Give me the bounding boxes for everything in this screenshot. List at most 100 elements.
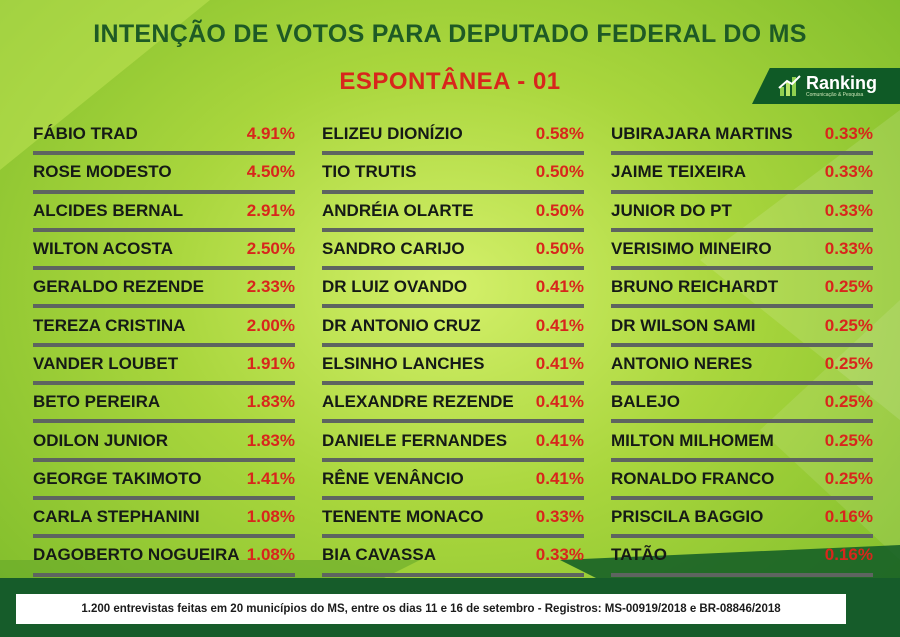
candidate-percentage: 0.33% [824,239,873,259]
candidate-name: MILTON MILHOMEM [611,430,774,450]
candidate-row: TATÃO 0.16% [611,538,873,577]
logo-tagline: Comunicação & Pesquisa [806,92,864,98]
candidate-percentage: 4.91% [246,124,295,144]
candidate-name: GEORGE TAKIMOTO [33,468,202,488]
candidate-name: VERISIMO MINEIRO [611,239,772,259]
candidate-row: ODILON JUNIOR 1.83% [33,423,295,462]
candidate-column-1: FÁBIO TRAD 4.91% ROSE MODESTO 4.50% ALCIDES … [33,117,295,577]
candidate-percentage: 1.91% [246,353,295,373]
candidate-name: TEREZA CRISTINA [33,315,186,335]
candidate-row: JAIME TEIXEIRA 0.33% [611,155,873,194]
candidate-name: PRISCILA BAGGIO [611,507,764,527]
candidate-percentage: 0.50% [535,239,584,259]
candidate-percentage: 2.33% [246,277,295,297]
candidate-name: UBIRAJARA MARTINS [611,124,793,144]
candidate-row: SANDRO CARIJO 0.50% [322,232,584,271]
candidate-percentage: 2.91% [246,200,295,220]
ranking-logo: Ranking Comunicação & Pesquisa [752,68,900,104]
candidate-percentage: 0.33% [824,162,873,182]
candidate-percentage: 0.41% [535,430,584,450]
candidate-name: RÊNE VENÂNCIO [322,468,464,488]
candidate-name: CARLA STEPHANINI [33,507,200,527]
bar-chart-icon [778,75,801,96]
candidate-name: VANDER LOUBET [33,353,179,373]
candidate-row: ANTONIO NERES 0.25% [611,347,873,386]
candidate-name: ANTONIO NERES [611,353,753,373]
candidate-percentage: 0.25% [824,353,873,373]
candidate-row: VERISIMO MINEIRO 0.33% [611,232,873,271]
candidate-name: WILTON ACOSTA [33,239,174,259]
candidate-row: BALEJO 0.25% [611,385,873,424]
candidate-percentage: 0.33% [824,200,873,220]
candidate-percentage: 0.25% [824,315,873,335]
candidate-percentage: 0.25% [824,430,873,450]
candidate-percentage: 0.41% [535,353,584,373]
candidate-name: TENENTE MONACO [322,507,484,527]
candidate-percentage: 1.83% [246,392,295,412]
candidate-name: BETO PEREIRA [33,392,161,412]
candidate-percentage: 0.25% [824,392,873,412]
candidate-name: JUNIOR DO PT [611,200,732,220]
candidate-row: TENENTE MONACO 0.33% [322,500,584,539]
candidate-percentage: 2.00% [246,315,295,335]
candidate-name: ODILON JUNIOR [33,430,169,450]
candidate-percentage: 0.41% [535,315,584,335]
candidate-row: GEORGE TAKIMOTO 1.41% [33,462,295,500]
candidate-percentage: 0.16% [824,507,873,527]
candidate-percentage: 0.58% [535,124,584,144]
candidate-row: BRUNO REICHARDT 0.25% [611,270,873,309]
candidate-percentage: 0.33% [535,545,584,565]
candidate-column-2: ELIZEU DIONÍZIO 0.58% TIO TRUTIS 0.50% ANDRÉ… [322,117,584,577]
candidate-row: WILTON ACOSTA 2.50% [33,232,295,271]
candidate-row: TIO TRUTIS 0.50% [322,155,584,194]
candidate-name: ALEXANDRE REZENDE [322,392,514,412]
page-subtitle: ESPONTÂNEA - 01 [339,68,561,95]
candidate-row: DR LUIZ OVANDO 0.41% [322,270,584,309]
candidate-row: ELIZEU DIONÍZIO 0.58% [322,117,584,156]
candidate-percentage: 0.16% [824,545,873,565]
candidate-percentage: 1.08% [246,545,295,565]
candidate-name: DAGOBERTO NOGUEIRA [33,545,240,565]
candidate-name: DANIELE FERNANDES [322,430,508,450]
candidate-percentage: 1.41% [246,468,295,488]
candidate-row: RÊNE VENÂNCIO 0.41% [322,462,584,500]
candidate-row: CARLA STEPHANINI 1.08% [33,500,295,539]
candidate-percentage: 0.25% [824,277,873,297]
candidate-row: RONALDO FRANCO 0.25% [611,462,873,500]
candidate-row: DR WILSON SAMI 0.25% [611,308,873,347]
candidate-percentage: 1.83% [246,430,295,450]
candidate-row: BETO PEREIRA 1.83% [33,385,295,424]
candidate-percentage: 4.50% [246,162,295,182]
candidate-column-3: UBIRAJARA MARTINS 0.33% JAIME TEIXEIRA 0.33… [611,117,873,577]
candidate-row: ALCIDES BERNAL 2.91% [33,194,295,232]
candidate-row: BIA CAVASSA 0.33% [322,538,584,577]
candidate-name: FÁBIO TRAD [33,124,138,144]
candidate-name: GERALDO REZENDE [33,277,204,297]
candidate-percentage: 0.25% [824,468,873,488]
candidate-percentage: 0.33% [824,124,873,144]
candidate-name: DR LUIZ OVANDO [322,277,468,297]
candidate-row: TEREZA CRISTINA 2.00% [33,308,295,347]
candidate-percentage: 0.50% [535,162,584,182]
candidate-row: JUNIOR DO PT 0.33% [611,194,873,232]
candidate-percentage: 0.33% [535,507,584,527]
candidate-name: JAIME TEIXEIRA [611,162,747,182]
candidate-percentage: 1.08% [246,507,295,527]
candidate-percentage: 2.50% [246,239,295,259]
candidate-name: BRUNO REICHARDT [611,277,779,297]
candidate-percentage: 0.41% [535,277,584,297]
candidate-name: BALEJO [611,392,680,412]
candidate-name: DR WILSON SAMI [611,315,756,335]
candidate-name: ELSINHO LANCHES [322,353,485,373]
candidate-name: ROSE MODESTO [33,162,172,182]
footer-note: 1.200 entrevistas feitas em 20 município… [81,603,781,615]
footer-box: 1.200 entrevistas feitas em 20 município… [16,594,846,624]
candidate-row: ANDRÉIA OLARTE 0.50% [322,194,584,232]
candidate-row: DANIELE FERNANDES 0.41% [322,423,584,462]
candidate-row: UBIRAJARA MARTINS 0.33% [611,117,873,156]
candidate-row: ALEXANDRE REZENDE 0.41% [322,385,584,424]
candidate-name: BIA CAVASSA [322,545,436,565]
candidate-name: TIO TRUTIS [322,162,417,182]
candidate-row: ROSE MODESTO 4.50% [33,155,295,194]
candidate-name: TATÃO [611,545,668,565]
